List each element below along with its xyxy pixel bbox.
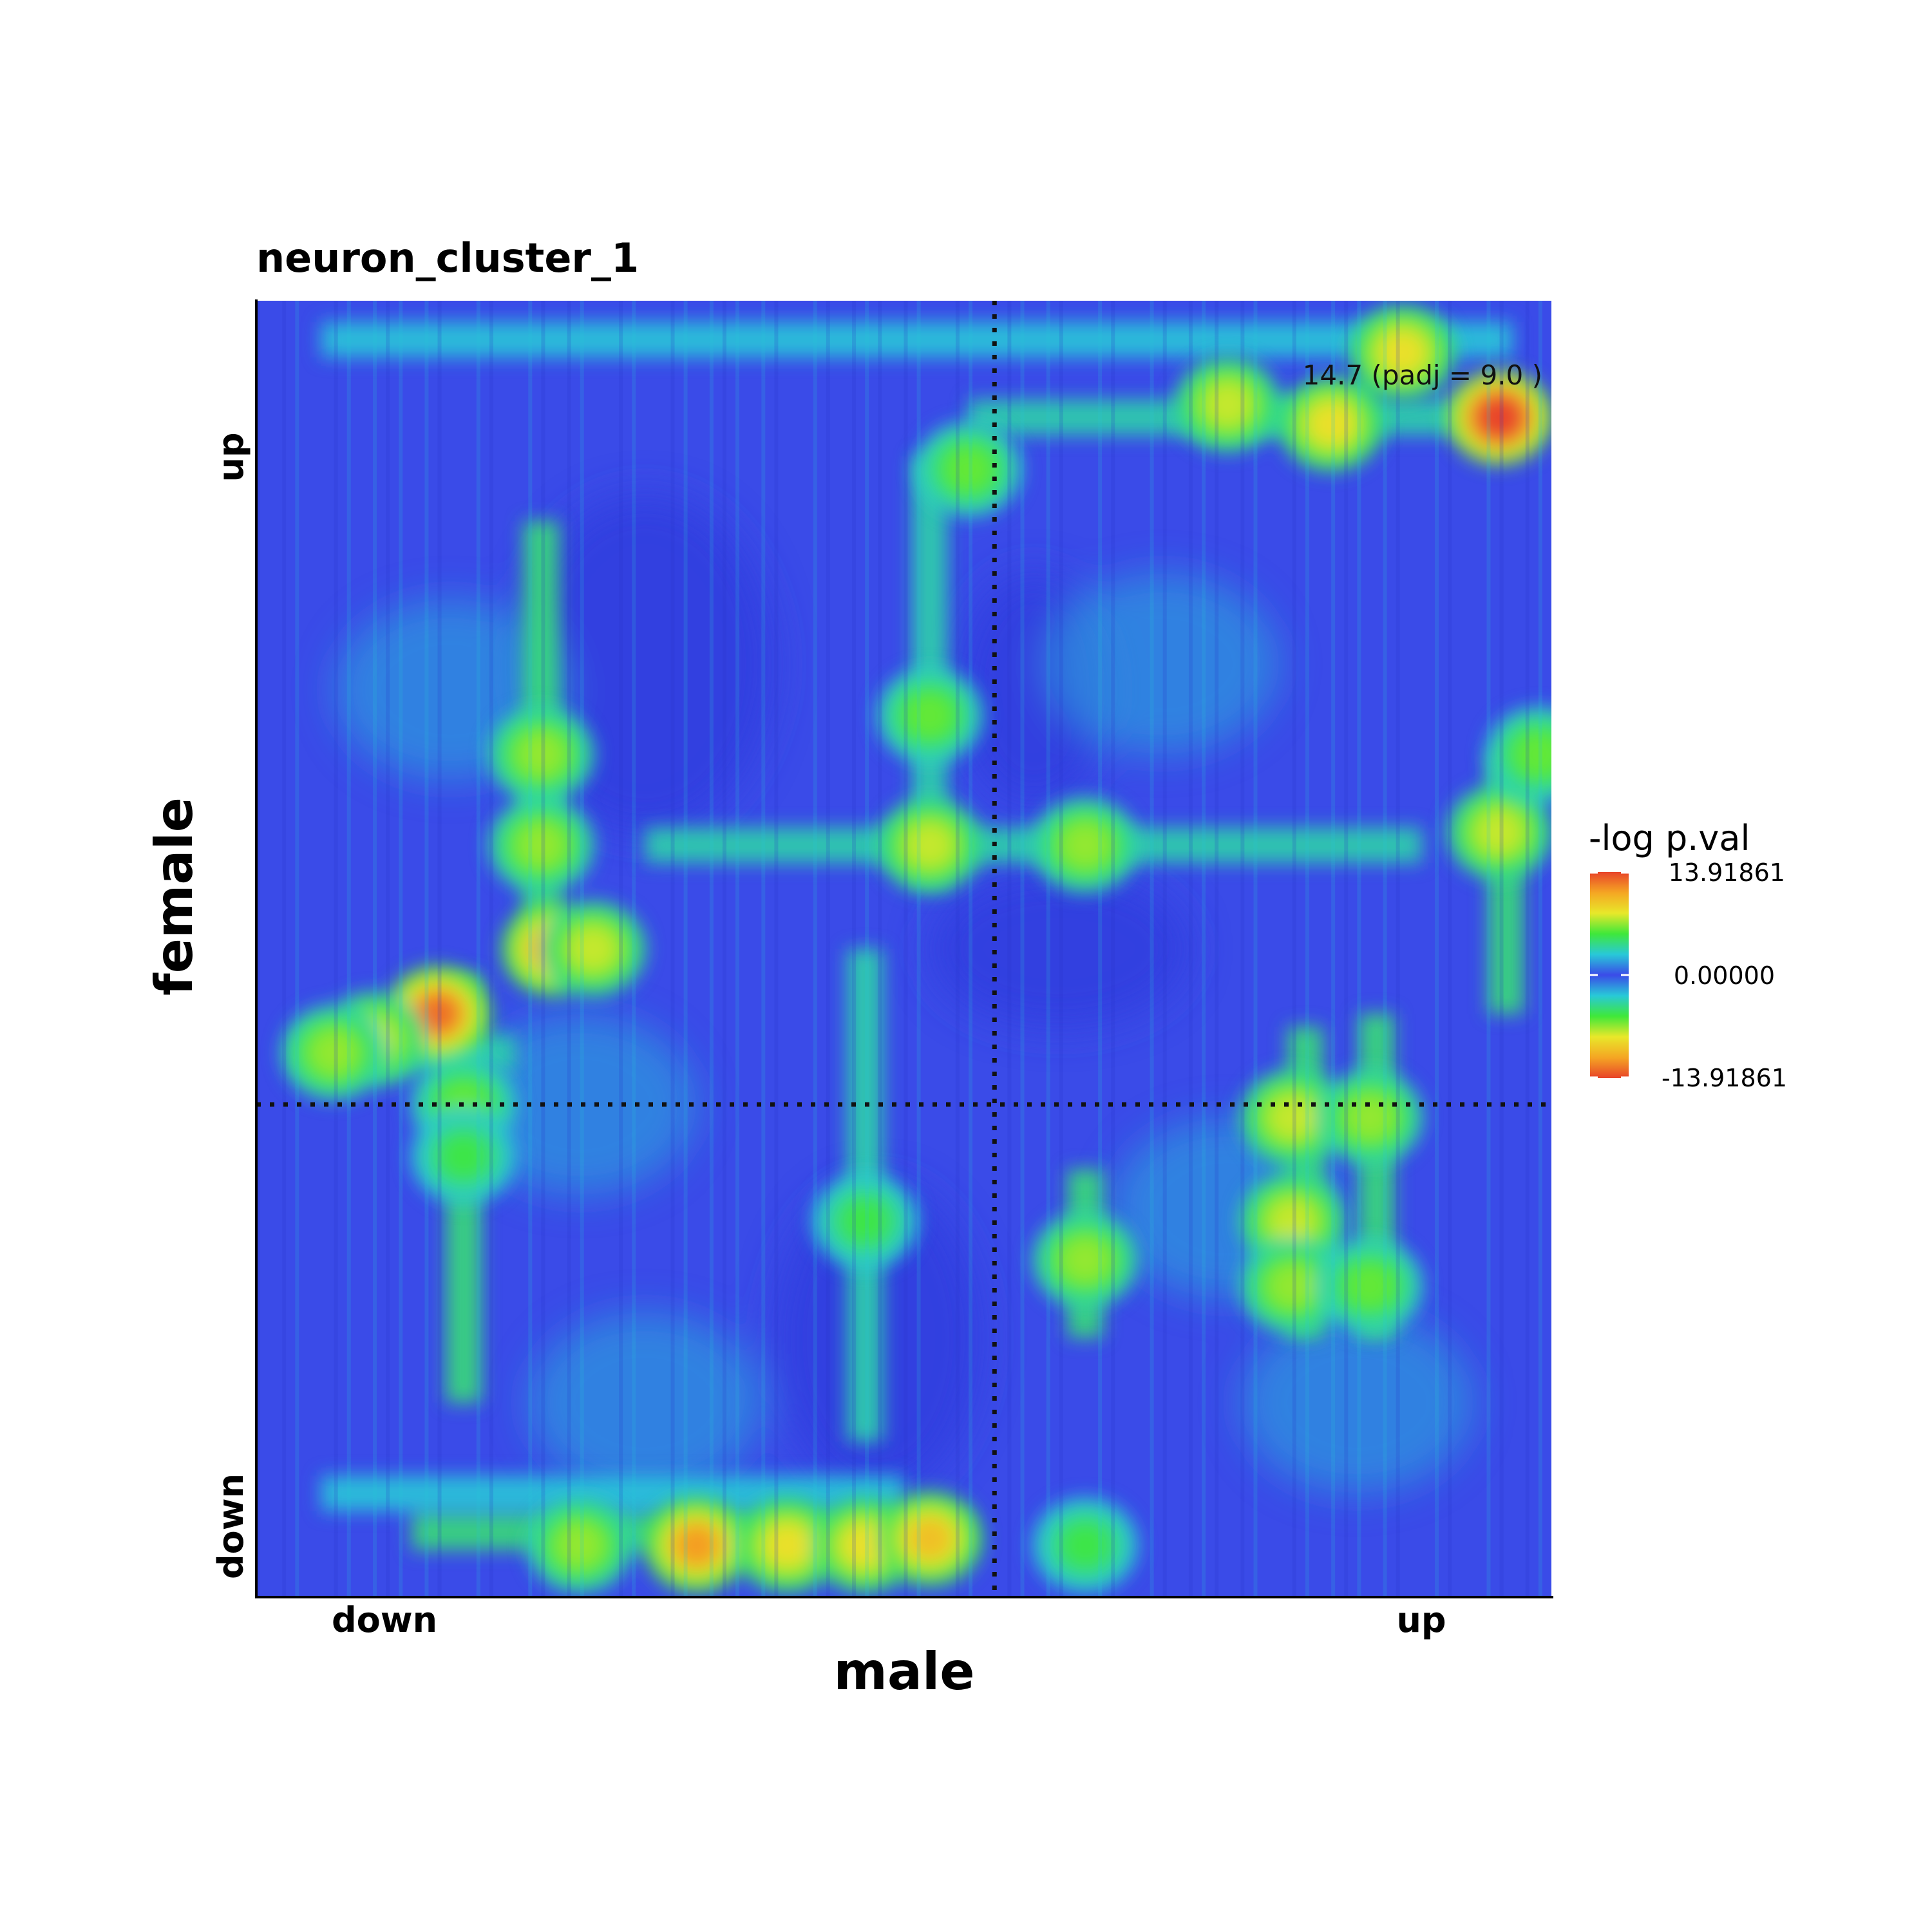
heatmap-texture-line	[373, 301, 377, 1597]
heatmap-texture-line	[852, 301, 856, 1597]
heatmap-texture-line	[1526, 301, 1530, 1597]
heatmap-texture-line	[438, 301, 442, 1597]
heatmap-texture-line	[878, 301, 882, 1597]
heatmap-texture-line	[1344, 301, 1348, 1597]
heatmap-texture-line	[761, 301, 765, 1597]
heatmap-hotspot	[540, 902, 646, 997]
heatmap-texture-line	[1383, 301, 1387, 1597]
heatmap-hotspot	[644, 1497, 750, 1593]
heatmap-texture-line	[969, 301, 972, 1597]
heatmap-texture-line	[774, 301, 778, 1597]
heatmap-texture-line	[528, 301, 532, 1597]
heatmap-texture-line	[1305, 301, 1309, 1597]
heatmap-texture-line	[424, 301, 428, 1597]
y-tick-label-up: up	[211, 432, 251, 482]
heatmap-texture-line	[399, 301, 402, 1597]
heatmap-texture-line	[1539, 301, 1542, 1597]
heatmap-texture-line	[347, 301, 351, 1597]
heatmap-texture-line	[1150, 301, 1154, 1597]
heatmap-texture-line	[541, 301, 545, 1597]
heatmap-texture-line	[1111, 301, 1115, 1597]
heatmap-texture-line	[956, 301, 960, 1597]
legend-label-mid: 0.00000	[1674, 961, 1775, 990]
heatmap-texture-line	[684, 301, 688, 1597]
heatmap-texture-line	[1240, 301, 1244, 1597]
heatmap-texture-line	[489, 301, 493, 1597]
heatmap-texture-line	[1059, 301, 1063, 1597]
heatmap-texture-line	[1448, 301, 1452, 1597]
y-axis-title: female	[144, 797, 204, 996]
heatmap-texture-line	[735, 301, 739, 1597]
heatmap-texture-line	[334, 301, 338, 1597]
heatmap-texture-line	[632, 301, 636, 1597]
heatmap-texture-line	[1189, 301, 1193, 1597]
heatmap-texture-line	[671, 301, 675, 1597]
heatmap-texture-line	[1046, 301, 1050, 1597]
y-tick-label-down: down	[211, 1473, 251, 1579]
heatmap-texture-line	[1215, 301, 1218, 1597]
max-annotation: 14.7 (padj = 9.0 )	[1303, 359, 1542, 391]
heatmap-texture-line	[1202, 301, 1206, 1597]
heatmap-texture-line	[1396, 301, 1400, 1597]
heatmap-hotspot	[877, 797, 983, 893]
heatmap-texture-line	[865, 301, 869, 1597]
x-tick-label-down: down	[332, 1600, 437, 1640]
heatmap-panel	[256, 301, 1591, 1597]
heatmap-texture-line	[723, 301, 726, 1597]
heatmap-hotspot	[877, 668, 983, 763]
heatmap-wash	[528, 1312, 761, 1493]
heatmap-texture-line	[1435, 301, 1439, 1597]
heatmap-texture-line	[477, 301, 480, 1597]
heatmap-texture-line	[386, 301, 390, 1597]
chart-title: neuron_cluster_1	[256, 234, 639, 281]
heatmap-texture-line	[1020, 301, 1024, 1597]
legend-label-max: 13.91861	[1669, 858, 1785, 887]
heatmap-texture-line	[1163, 301, 1167, 1597]
heatmap-texture-line	[1500, 301, 1504, 1597]
heatmap-texture-line	[1357, 301, 1361, 1597]
heatmap-texture-line	[1007, 301, 1011, 1597]
heatmap-texture-line	[580, 301, 584, 1597]
heatmap-texture-line	[619, 301, 623, 1597]
heatmap-texture-line	[295, 301, 299, 1597]
legend-label-min: -13.91861	[1662, 1064, 1787, 1092]
heatmap-texture-line	[567, 301, 571, 1597]
heatmap-texture-line	[1293, 301, 1296, 1597]
heatmap-texture-line	[1486, 301, 1490, 1597]
heatmap-texture-line	[282, 301, 286, 1597]
legend-title: -log p.val	[1589, 818, 1750, 858]
x-axis-title: male	[833, 1642, 974, 1701]
heatmap-texture-line	[904, 301, 908, 1597]
heatmap-texture-line	[917, 301, 921, 1597]
heatmap-texture-line	[813, 301, 817, 1597]
color-legend: -log p.val 13.91861 0.00000 -13.91861	[1589, 818, 1787, 1092]
heatmap-hotspot	[877, 1491, 983, 1586]
x-tick-label-up: up	[1396, 1600, 1446, 1640]
heatmap-texture-line	[826, 301, 830, 1597]
heatmap-texture-line	[1253, 301, 1257, 1597]
heatmap-texture-line	[710, 301, 714, 1597]
heatmap-texture-line	[1098, 301, 1102, 1597]
heatmap-texture-line	[1331, 301, 1335, 1597]
